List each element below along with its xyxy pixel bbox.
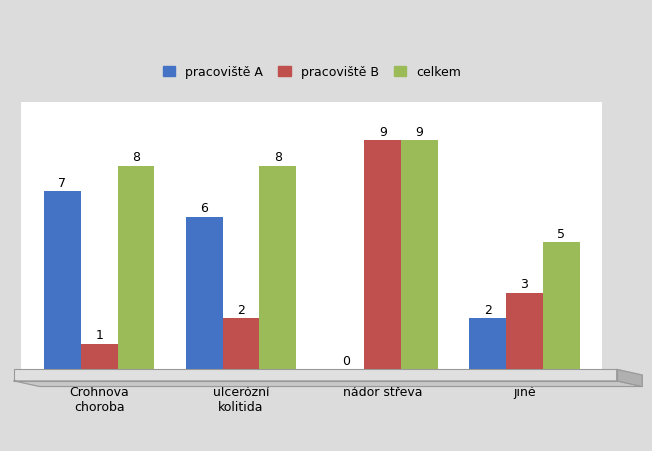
Text: 8: 8 (274, 151, 282, 164)
FancyBboxPatch shape (14, 369, 617, 381)
Text: 5: 5 (557, 227, 565, 240)
Text: 8: 8 (132, 151, 140, 164)
Bar (506, 294, 543, 370)
Polygon shape (617, 370, 642, 387)
Bar (543, 243, 580, 370)
Bar (259, 166, 296, 370)
Text: 7: 7 (58, 176, 67, 189)
Bar (186, 217, 222, 370)
Bar (401, 141, 438, 370)
Bar (222, 319, 259, 370)
Bar (364, 141, 401, 370)
Bar (81, 344, 117, 370)
Legend: pracoviště A, pracoviště B, celkem: pracoviště A, pracoviště B, celkem (158, 61, 466, 84)
Text: 2: 2 (484, 303, 492, 316)
Text: 6: 6 (200, 202, 208, 215)
Text: 3: 3 (520, 278, 528, 291)
Text: 1: 1 (95, 329, 103, 342)
Text: 9: 9 (415, 125, 424, 138)
Bar (117, 166, 155, 370)
Polygon shape (14, 381, 642, 387)
Bar (44, 192, 81, 370)
Text: 0: 0 (342, 354, 350, 367)
Bar (469, 319, 506, 370)
Text: 2: 2 (237, 303, 245, 316)
Text: 9: 9 (379, 125, 387, 138)
